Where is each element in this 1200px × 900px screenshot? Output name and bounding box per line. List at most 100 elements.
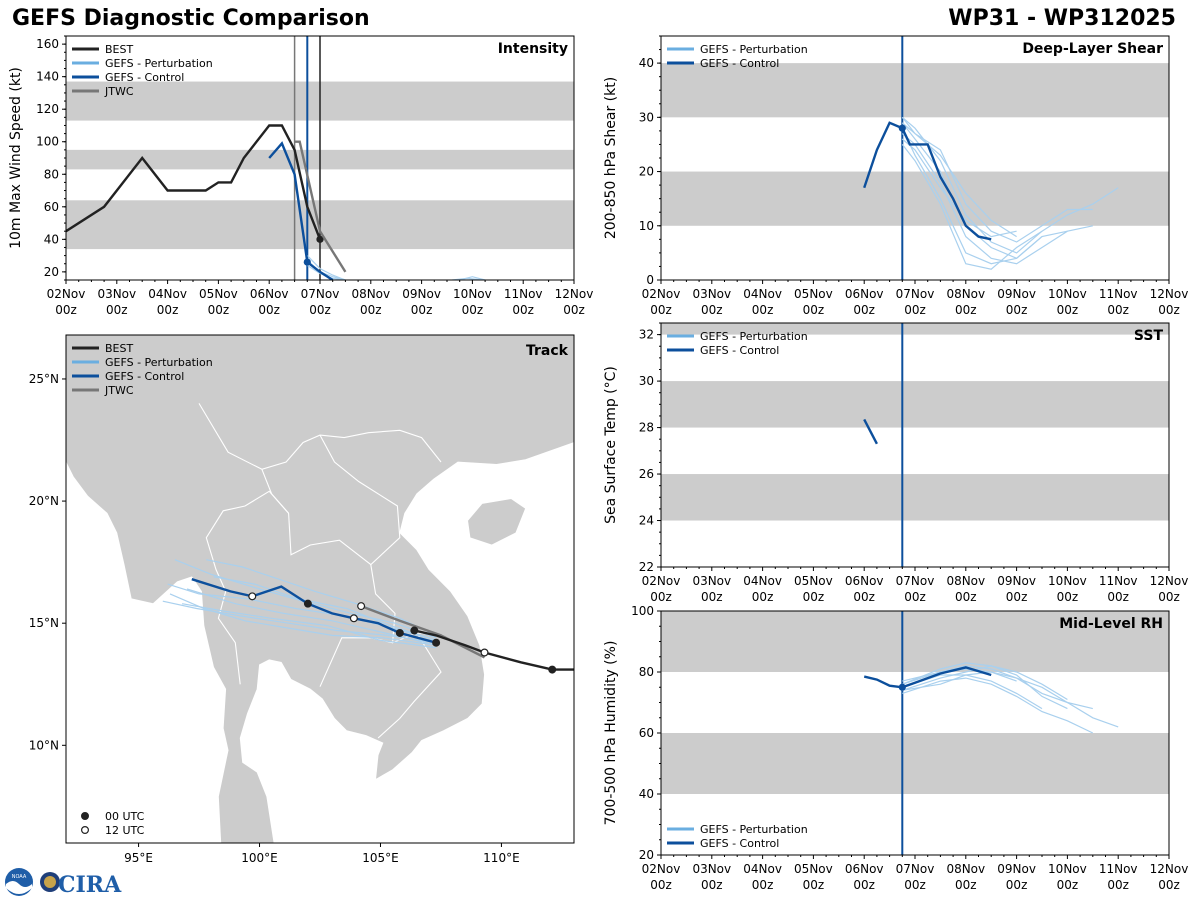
sst-xtick-label: 00z — [1158, 590, 1180, 604]
shear-xtick-label: 07Nov — [896, 287, 935, 301]
track-title: Track — [526, 343, 569, 359]
track-legend-label: BEST — [105, 342, 133, 355]
shear-perturbation-line — [901, 127, 1043, 265]
intensity-ytick-label: 20 — [44, 265, 59, 279]
intensity-best-line — [66, 124, 322, 240]
shear-title: Deep-Layer Shear — [1022, 41, 1163, 57]
shear-xtick-label: 00z — [752, 303, 774, 317]
sst-band — [661, 381, 1169, 428]
intensity-perturbation-line — [306, 255, 346, 280]
sst-xtick-label: 00z — [1107, 590, 1129, 604]
rh-xtick-label: 10Nov — [1048, 862, 1087, 876]
sst-ylabel: Sea Surface Temp (°C) — [603, 366, 619, 524]
hainan-island — [467, 498, 527, 546]
sst-xtick-label: 00z — [701, 590, 723, 604]
intensity-ytick-label: 160 — [36, 37, 59, 51]
track-panel: 95°E 100°E 105°E 110°E 10°N 15°N 20°N 25°N Track… — [29, 334, 575, 865]
rh-xtick-label: 05Nov — [794, 862, 833, 876]
track-perturbation-line — [186, 588, 437, 646]
cira-logo: CIRA — [40, 872, 122, 898]
shear-xtick-label: 00z — [803, 303, 825, 317]
track-perturbation-line — [181, 603, 437, 649]
rh-xtick-label: 00z — [904, 878, 926, 892]
track-best-marker — [480, 648, 489, 657]
rh-ylabel: 700-500 hPa Humidity (%) — [603, 641, 619, 826]
shear-xtick-label: 09Nov — [997, 287, 1036, 301]
intensity-perturbation-line — [452, 277, 483, 280]
intensity-panel: 20 40 60 80 100 120 140 160 02Nov 00z 03Nov 00z 04No… — [8, 35, 594, 317]
sst-xtick-label: 10Nov — [1048, 574, 1087, 588]
rh-xtick-label: 00z — [701, 878, 723, 892]
rh-perturbation-line — [902, 671, 1017, 691]
track-gefs-control-marker — [432, 638, 441, 647]
country-border — [377, 632, 442, 739]
sst-xtick-label: 08Nov — [946, 574, 985, 588]
sst-xtick-label: 03Nov — [692, 574, 731, 588]
sst-legend-label: GEFS - Control — [700, 344, 779, 357]
shear-legend-label: GEFS - Perturbation — [700, 43, 808, 56]
intensity-xtick-label: 02Nov — [47, 287, 86, 301]
rh-plot-area — [661, 611, 1169, 855]
rh-legend-label: GEFS - Control — [700, 837, 779, 850]
intensity-xtick-label: 00z — [157, 303, 179, 317]
shear-xtick-label: 00z — [650, 303, 672, 317]
shear-xtick-label: 00z — [1057, 303, 1079, 317]
country-border — [205, 490, 290, 685]
shear-plot-area — [661, 36, 1169, 280]
rh-ytick-label: 20 — [639, 848, 654, 862]
sst-ytick-label: 32 — [639, 328, 654, 342]
track-ytick-label: 15°N — [29, 616, 59, 630]
shear-xtick-label: 00z — [904, 303, 926, 317]
shear-xtick-label: 02Nov — [642, 287, 681, 301]
track-perturbation-line — [169, 593, 437, 646]
sst-gefs-control-line — [863, 418, 878, 445]
shear-ytick-label: 0 — [646, 273, 654, 287]
track-xtick-label: 105°E — [362, 851, 399, 865]
intensity-ytick-label: 60 — [44, 200, 59, 214]
track-gefs-control-marker — [303, 599, 312, 608]
intensity-legend-label: BEST — [105, 43, 133, 56]
track-ytick-label: 20°N — [29, 494, 59, 508]
track-time-legend-label: 12 UTC — [105, 824, 145, 837]
intensity-xtick-label: 00z — [563, 303, 585, 317]
intensity-ylabel: 10m Max Wind Speed (kt) — [8, 67, 24, 249]
shear-xtick-label: 00z — [955, 303, 977, 317]
shear-xtick-label: 11Nov — [1099, 287, 1138, 301]
track-xtick-label: 100°E — [241, 851, 278, 865]
sst-xtick-label: 00z — [803, 590, 825, 604]
intensity-ytick-label: 80 — [44, 167, 59, 181]
rh-xtick-label: 00z — [1057, 878, 1079, 892]
shear-ytick-label: 40 — [639, 56, 654, 70]
intensity-gefs-control-line — [268, 141, 334, 280]
noaa-logo-text: NOAA — [12, 874, 27, 880]
sst-ytick-label: 24 — [639, 514, 654, 528]
intensity-xtick-label: 12Nov — [555, 287, 594, 301]
rh-xtick-label: 00z — [955, 878, 977, 892]
sst-plot-area — [661, 323, 1169, 567]
shear-xtick-label: 00z — [853, 303, 875, 317]
sst-xtick-label: 00z — [650, 590, 672, 604]
rh-xtick-label: 08Nov — [946, 862, 985, 876]
intensity-title: Intensity — [498, 41, 568, 57]
track-gefs-control-marker — [248, 592, 257, 601]
shear-ytick-label: 30 — [639, 110, 654, 124]
track-jtwc-marker — [357, 602, 366, 611]
intensity-ytick-label: 120 — [36, 102, 59, 116]
intensity-xtick-label: 00z — [208, 303, 230, 317]
sst-xtick-label: 06Nov — [845, 574, 884, 588]
intensity-xtick-label: 00z — [309, 303, 331, 317]
sst-ytick-label: 30 — [639, 374, 654, 388]
shear-panel: 0 10 20 30 40 02Nov 00z 03Nov 00z 04Nov 00z 05Nov 00… — [603, 35, 1188, 317]
track-ytick-label: 10°N — [29, 738, 59, 752]
rh-band — [661, 733, 1169, 794]
sst-ytick-label: 28 — [639, 421, 654, 435]
intensity-ytick-label: 100 — [36, 135, 59, 149]
intensity-plot-area — [66, 36, 574, 280]
shear-xtick-label: 00z — [1107, 303, 1129, 317]
rh-legend-label: GEFS - Perturbation — [700, 823, 808, 836]
sst-xtick-label: 00z — [752, 590, 774, 604]
shear-xtick-label: 05Nov — [794, 287, 833, 301]
track-frame — [65, 334, 575, 844]
intensity-xtick-label: 04Nov — [148, 287, 187, 301]
